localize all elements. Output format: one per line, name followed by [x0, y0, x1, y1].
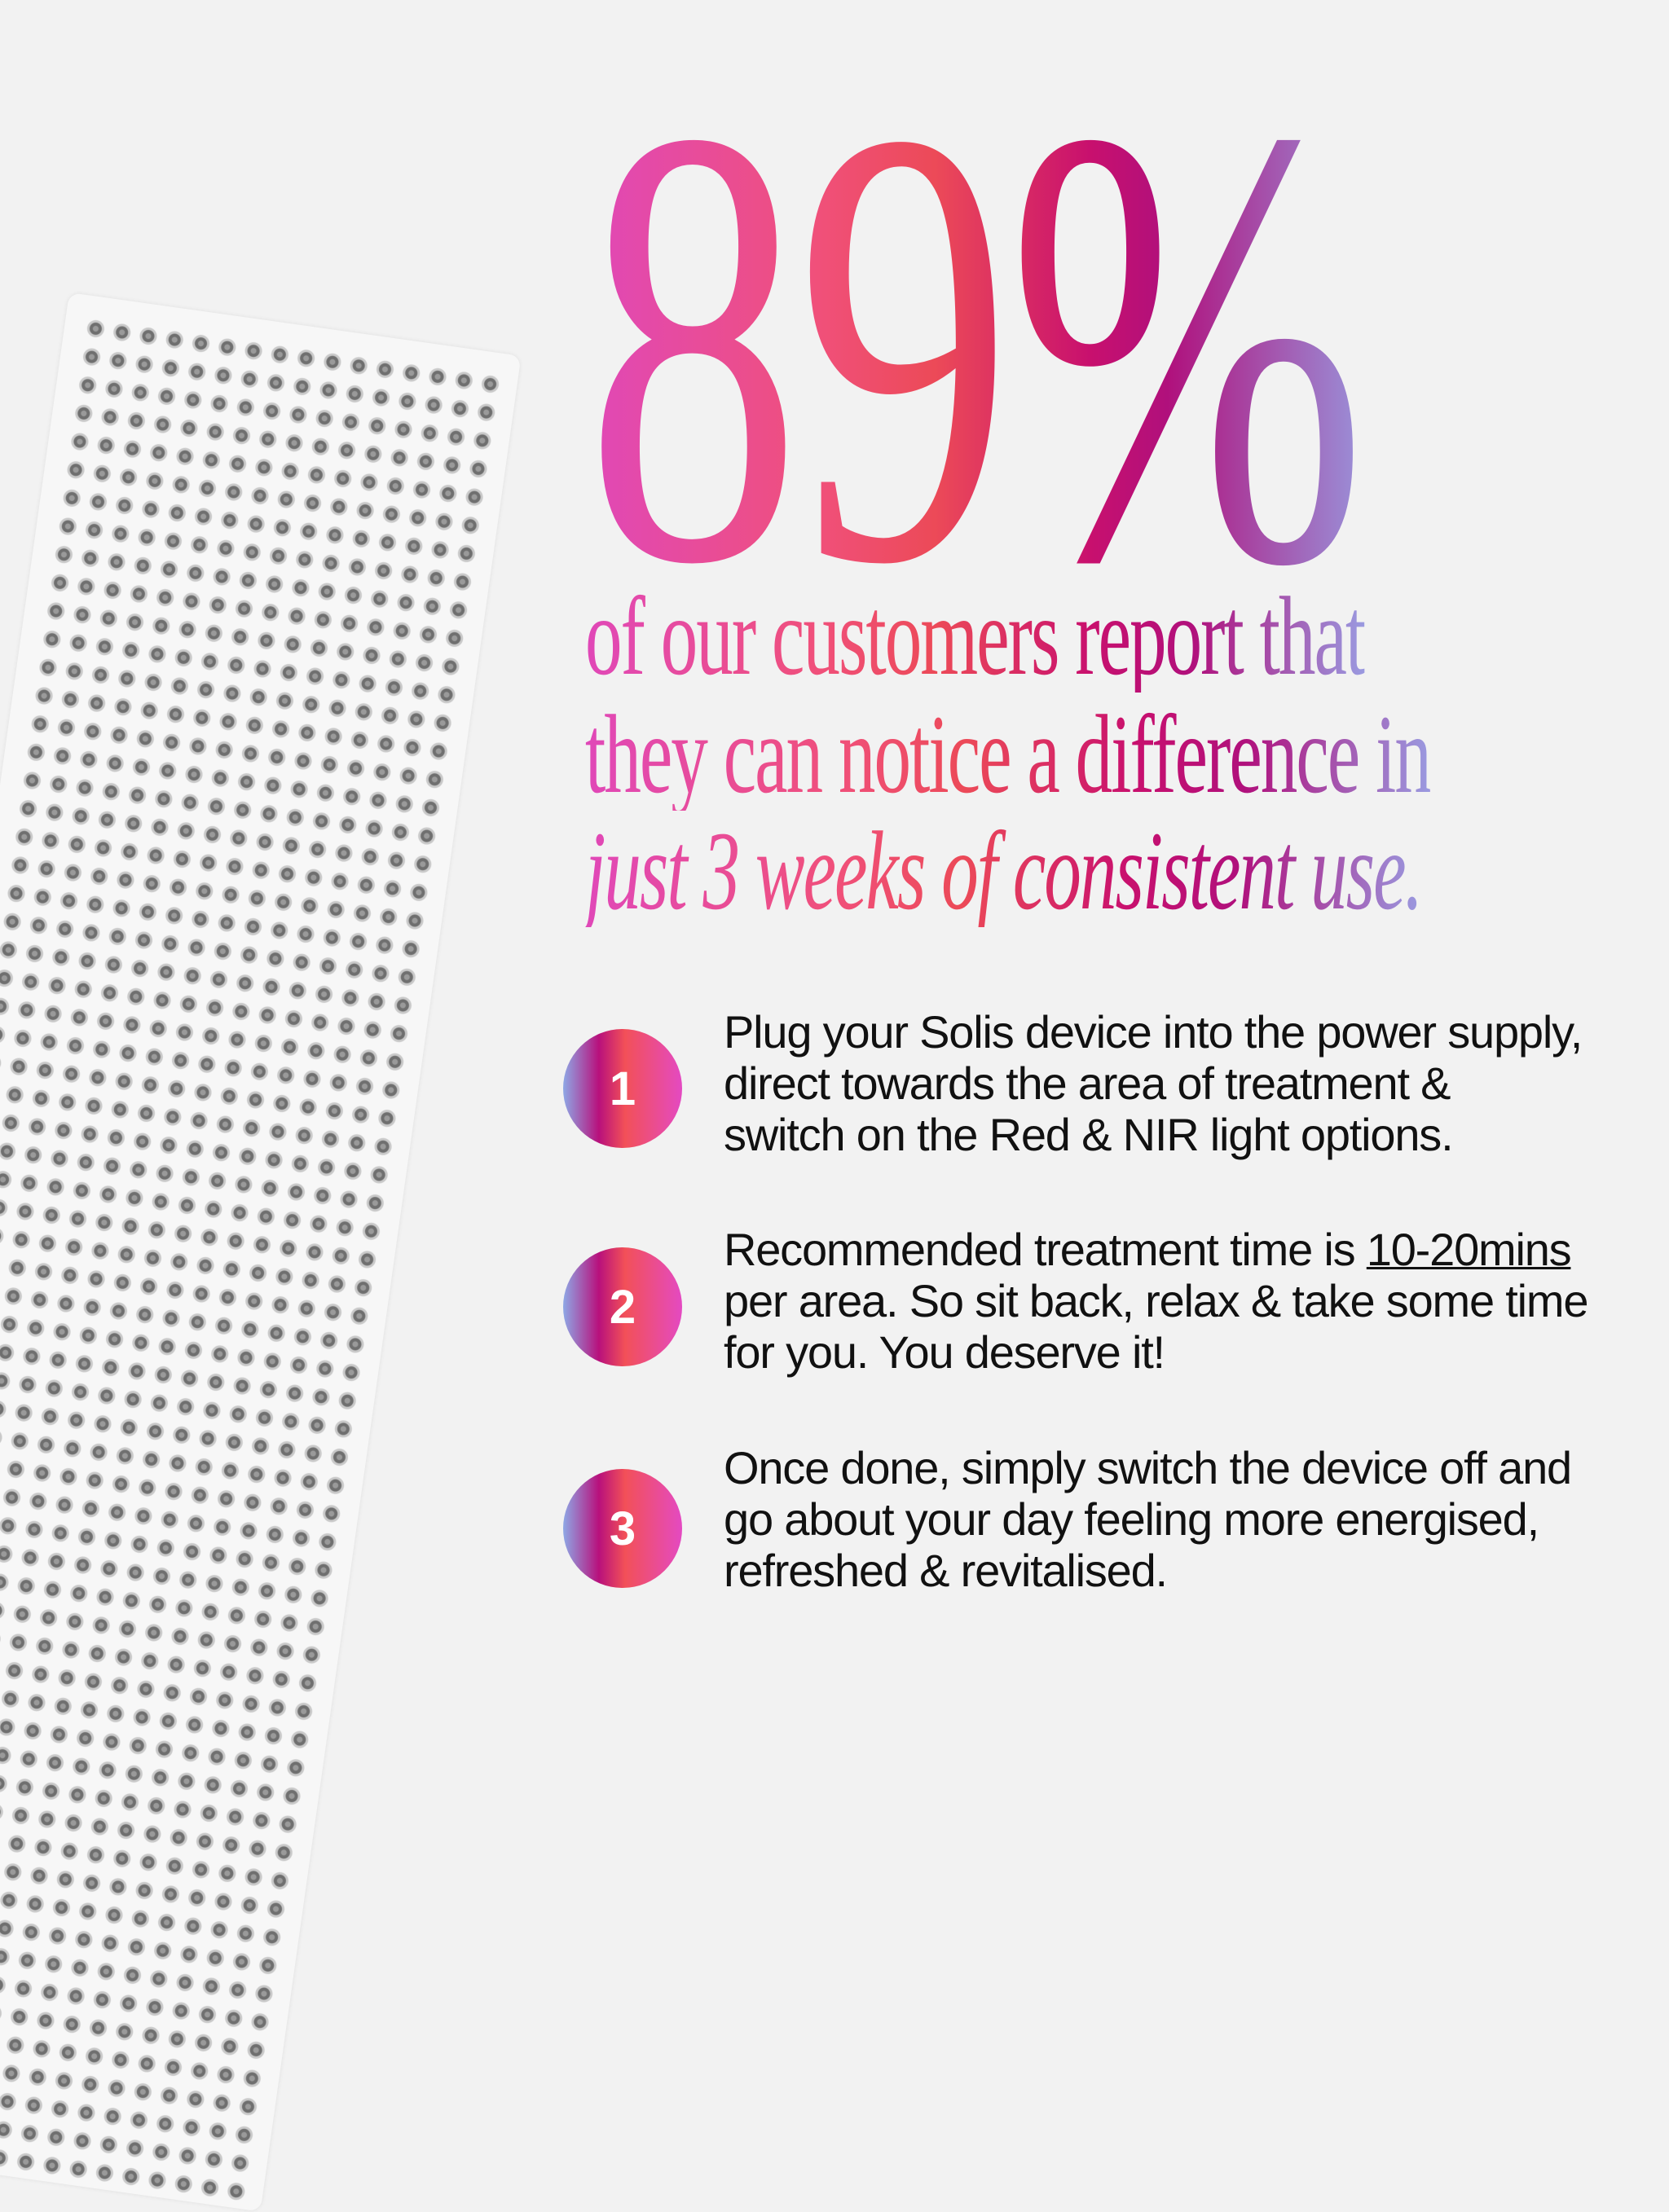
- step-2-line-text: Recommended treatment time is: [724, 1224, 1367, 1275]
- step-3-text: Once done, simply switch the device off …: [724, 1442, 1572, 1596]
- step-2-line: for you. You deserve it!: [724, 1326, 1165, 1378]
- step-2-line: Recommended treatment time is 10-20mins: [724, 1224, 1588, 1275]
- step-3-line: refreshed & revitalised.: [724, 1545, 1168, 1596]
- step-3-line: go about your day feeling more energised…: [724, 1493, 1539, 1545]
- step-2-text: Recommended treatment time is 10-20mins …: [724, 1224, 1588, 1378]
- headline-line-3: just 3 weeks of consistent use.: [585, 808, 1423, 933]
- step-1-line: Plug your Solis device into the power su…: [724, 1006, 1583, 1058]
- step-3-badge: 3: [563, 1469, 682, 1588]
- step-2-line: per area. So sit back, relax & take some…: [724, 1275, 1588, 1326]
- step-1-text: Plug your Solis device into the power su…: [724, 1006, 1583, 1160]
- step-1-badge: 1: [563, 1029, 682, 1148]
- step-3-line: Once done, simply switch the device off …: [724, 1442, 1572, 1493]
- stat-89-percent: 89%: [585, 0, 1367, 693]
- headline-line-1: of our customers report that: [585, 574, 1366, 698]
- step-2-badge: 2: [563, 1247, 682, 1366]
- step-1-line: switch on the Red & NIR light options.: [724, 1109, 1454, 1160]
- step-1-line: direct towards the area of treatment &: [724, 1058, 1451, 1109]
- led-grid: [0, 312, 508, 2210]
- treatment-time-highlight: 10-20mins: [1366, 1224, 1572, 1275]
- headline-line-2: they can notice a difference in: [585, 692, 1432, 816]
- led-light-therapy-panel-image: [0, 292, 522, 2212]
